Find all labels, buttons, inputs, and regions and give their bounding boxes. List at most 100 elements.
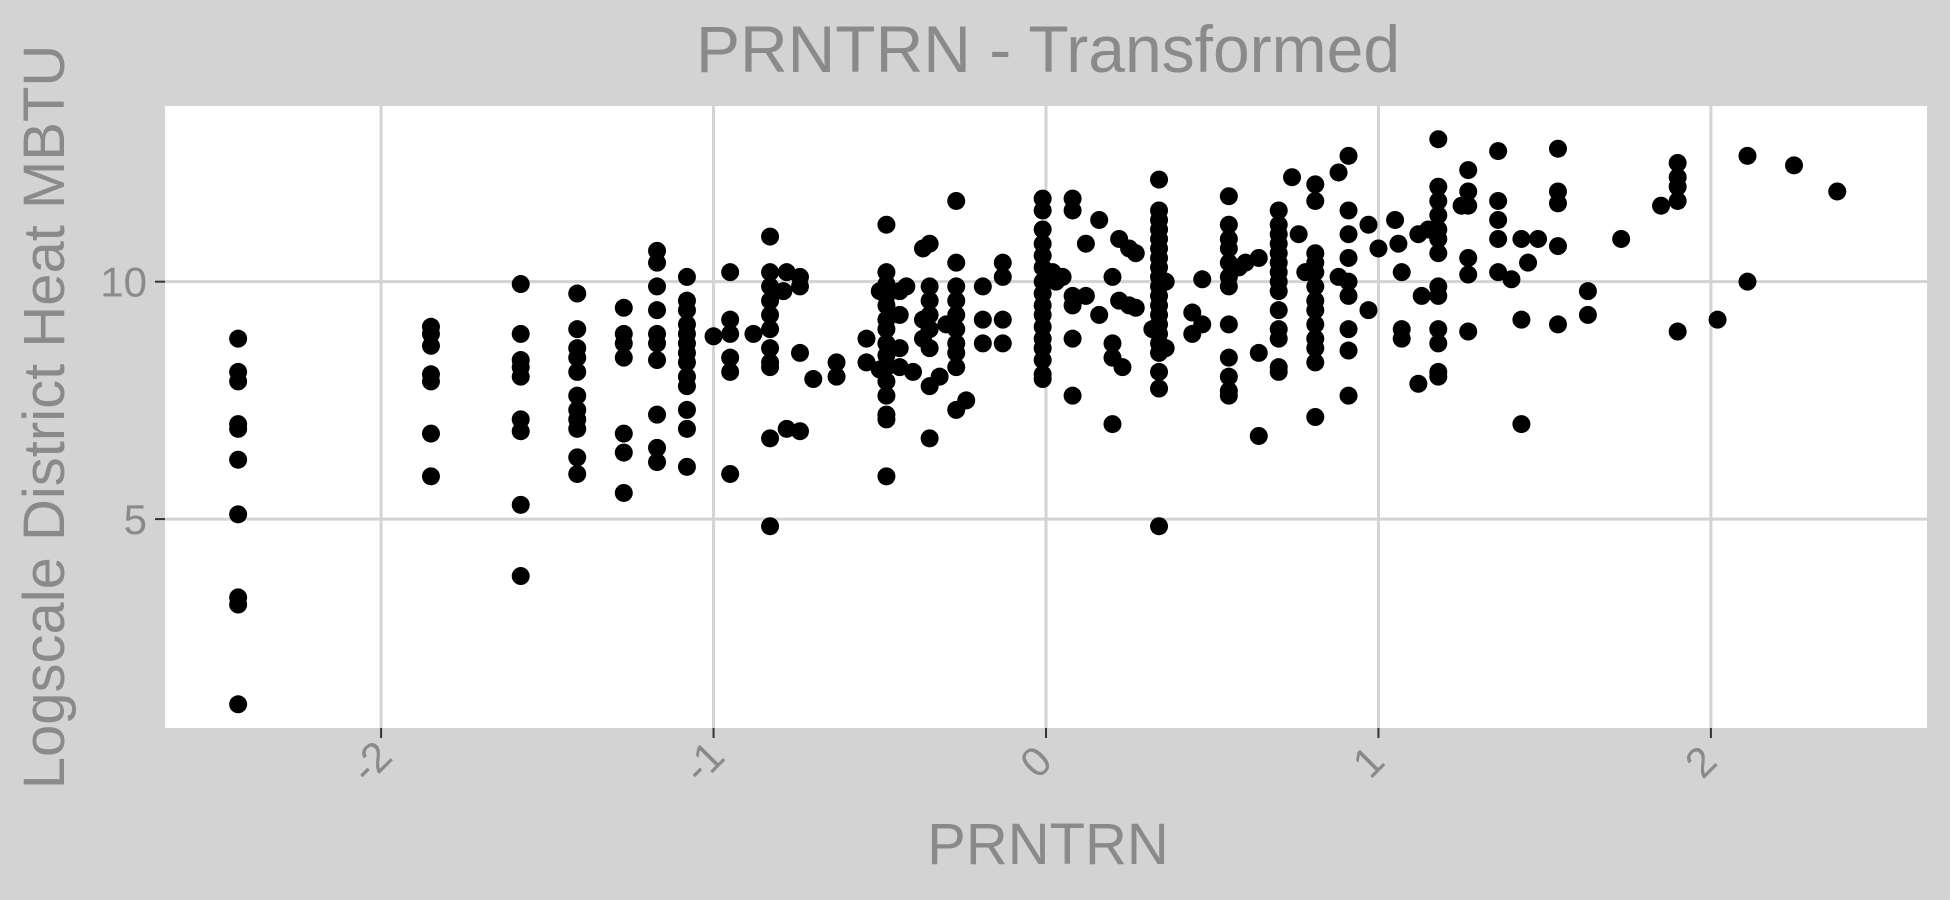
data-point (1489, 229, 1508, 248)
data-point (1306, 175, 1325, 194)
data-point (1785, 156, 1804, 175)
data-point (993, 253, 1012, 272)
data-point (1429, 130, 1448, 149)
data-point (1738, 272, 1757, 291)
data-point (890, 305, 909, 324)
data-point (677, 400, 696, 419)
data-point (761, 358, 780, 377)
data-point (1459, 161, 1478, 180)
data-point (229, 329, 248, 348)
data-point (1183, 303, 1202, 322)
data-point (1828, 182, 1847, 201)
data-point (761, 429, 780, 448)
data-point (1249, 248, 1268, 267)
data-point (1063, 329, 1082, 348)
data-point (897, 277, 916, 296)
data-point (877, 215, 896, 234)
data-point (993, 267, 1012, 286)
data-point (877, 320, 896, 339)
data-point (790, 422, 809, 441)
data-point (1076, 234, 1095, 253)
data-point (947, 291, 966, 310)
data-point (704, 327, 723, 346)
data-point (229, 372, 248, 391)
data-point (721, 362, 740, 381)
data-point (1150, 517, 1169, 536)
data-point (1053, 267, 1072, 286)
data-point (761, 263, 780, 282)
data-point (1668, 191, 1687, 210)
data-point (877, 386, 896, 405)
data-point (568, 419, 587, 438)
data-point (677, 301, 696, 320)
data-point (790, 277, 809, 296)
data-point (648, 334, 667, 353)
data-point (993, 334, 1012, 353)
data-point (973, 310, 992, 329)
data-point (1668, 153, 1687, 172)
data-point (947, 343, 966, 362)
data-point (1183, 324, 1202, 343)
data-point (761, 291, 780, 310)
data-point (511, 422, 530, 441)
data-point (568, 448, 587, 467)
data-point (614, 483, 633, 502)
data-point (229, 450, 248, 469)
data-point (1459, 265, 1478, 284)
data-point (1193, 270, 1212, 289)
data-point (957, 391, 976, 410)
y-tick-label: 5 (124, 496, 147, 543)
data-point (857, 353, 876, 372)
data-point (947, 253, 966, 272)
data-point (511, 324, 530, 343)
data-point (1512, 415, 1531, 434)
data-point (648, 253, 667, 272)
data-point (920, 429, 939, 448)
data-point (904, 362, 923, 381)
data-point (777, 419, 796, 438)
data-point (1103, 415, 1122, 434)
data-point (1369, 239, 1388, 258)
data-point (947, 358, 966, 377)
data-point (511, 367, 530, 386)
data-point (1063, 296, 1082, 315)
data-point (1269, 201, 1288, 220)
data-point (947, 320, 966, 339)
chart-title: PRNTRN - Transformed (696, 12, 1400, 86)
data-point (1668, 177, 1687, 196)
data-point (1339, 320, 1358, 339)
data-point (1063, 201, 1082, 220)
data-point (1269, 329, 1288, 348)
data-point (1306, 301, 1325, 320)
data-point (744, 324, 763, 343)
data-point (947, 277, 966, 296)
data-point (1090, 305, 1109, 324)
data-point (857, 329, 876, 348)
data-point (421, 467, 440, 486)
data-point (1512, 310, 1531, 329)
data-point (1519, 253, 1538, 272)
data-point (761, 320, 780, 339)
data-point (1090, 210, 1109, 229)
data-point (1156, 339, 1175, 358)
data-point (1612, 229, 1631, 248)
data-point (877, 296, 896, 315)
data-point (761, 339, 780, 358)
data-point (774, 282, 793, 301)
data-point (1392, 263, 1411, 282)
data-point (1033, 220, 1052, 239)
data-point (229, 419, 248, 438)
data-point (614, 348, 633, 367)
data-point (1738, 146, 1757, 165)
data-point (511, 567, 530, 586)
data-point (1708, 310, 1727, 329)
data-point (1489, 142, 1508, 161)
data-point (1459, 248, 1478, 267)
data-point (1359, 215, 1378, 234)
data-point (1269, 301, 1288, 320)
data-point (1429, 177, 1448, 196)
data-point (973, 334, 992, 353)
data-point (1283, 168, 1302, 187)
data-point (1219, 367, 1238, 386)
